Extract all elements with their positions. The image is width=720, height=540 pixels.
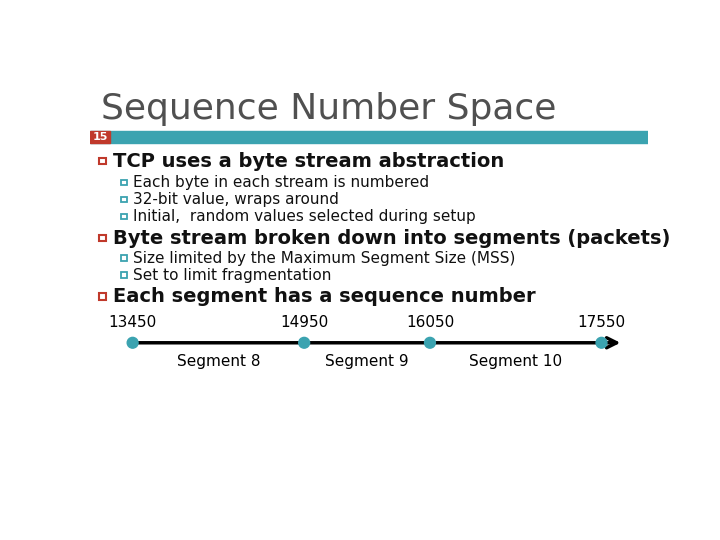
Text: 15: 15 bbox=[92, 132, 108, 142]
Text: Byte stream broken down into segments (packets): Byte stream broken down into segments (p… bbox=[113, 228, 670, 247]
Circle shape bbox=[299, 338, 310, 348]
Text: Segment 9: Segment 9 bbox=[325, 354, 409, 368]
Text: 16050: 16050 bbox=[406, 315, 454, 330]
Text: Segment 10: Segment 10 bbox=[469, 354, 562, 368]
Text: Set to limit fragmentation: Set to limit fragmentation bbox=[133, 267, 332, 282]
Text: 17550: 17550 bbox=[577, 315, 626, 330]
Text: 32-bit value, wraps around: 32-bit value, wraps around bbox=[133, 192, 339, 207]
Text: Each segment has a sequence number: Each segment has a sequence number bbox=[113, 287, 536, 306]
Circle shape bbox=[596, 338, 607, 348]
Circle shape bbox=[127, 338, 138, 348]
Text: Initial,  random values selected during setup: Initial, random values selected during s… bbox=[133, 209, 476, 224]
Text: Each byte in each stream is numbered: Each byte in each stream is numbered bbox=[133, 175, 430, 190]
Text: Sequence Number Space: Sequence Number Space bbox=[101, 92, 557, 126]
Text: 13450: 13450 bbox=[109, 315, 157, 330]
Text: 14950: 14950 bbox=[280, 315, 328, 330]
Text: Size limited by the Maximum Segment Size (MSS): Size limited by the Maximum Segment Size… bbox=[133, 251, 516, 266]
Text: Segment 8: Segment 8 bbox=[176, 354, 260, 368]
Circle shape bbox=[425, 338, 436, 348]
Bar bbox=[90, 131, 648, 143]
Text: TCP uses a byte stream abstraction: TCP uses a byte stream abstraction bbox=[113, 152, 505, 171]
Bar bbox=[90, 131, 110, 143]
